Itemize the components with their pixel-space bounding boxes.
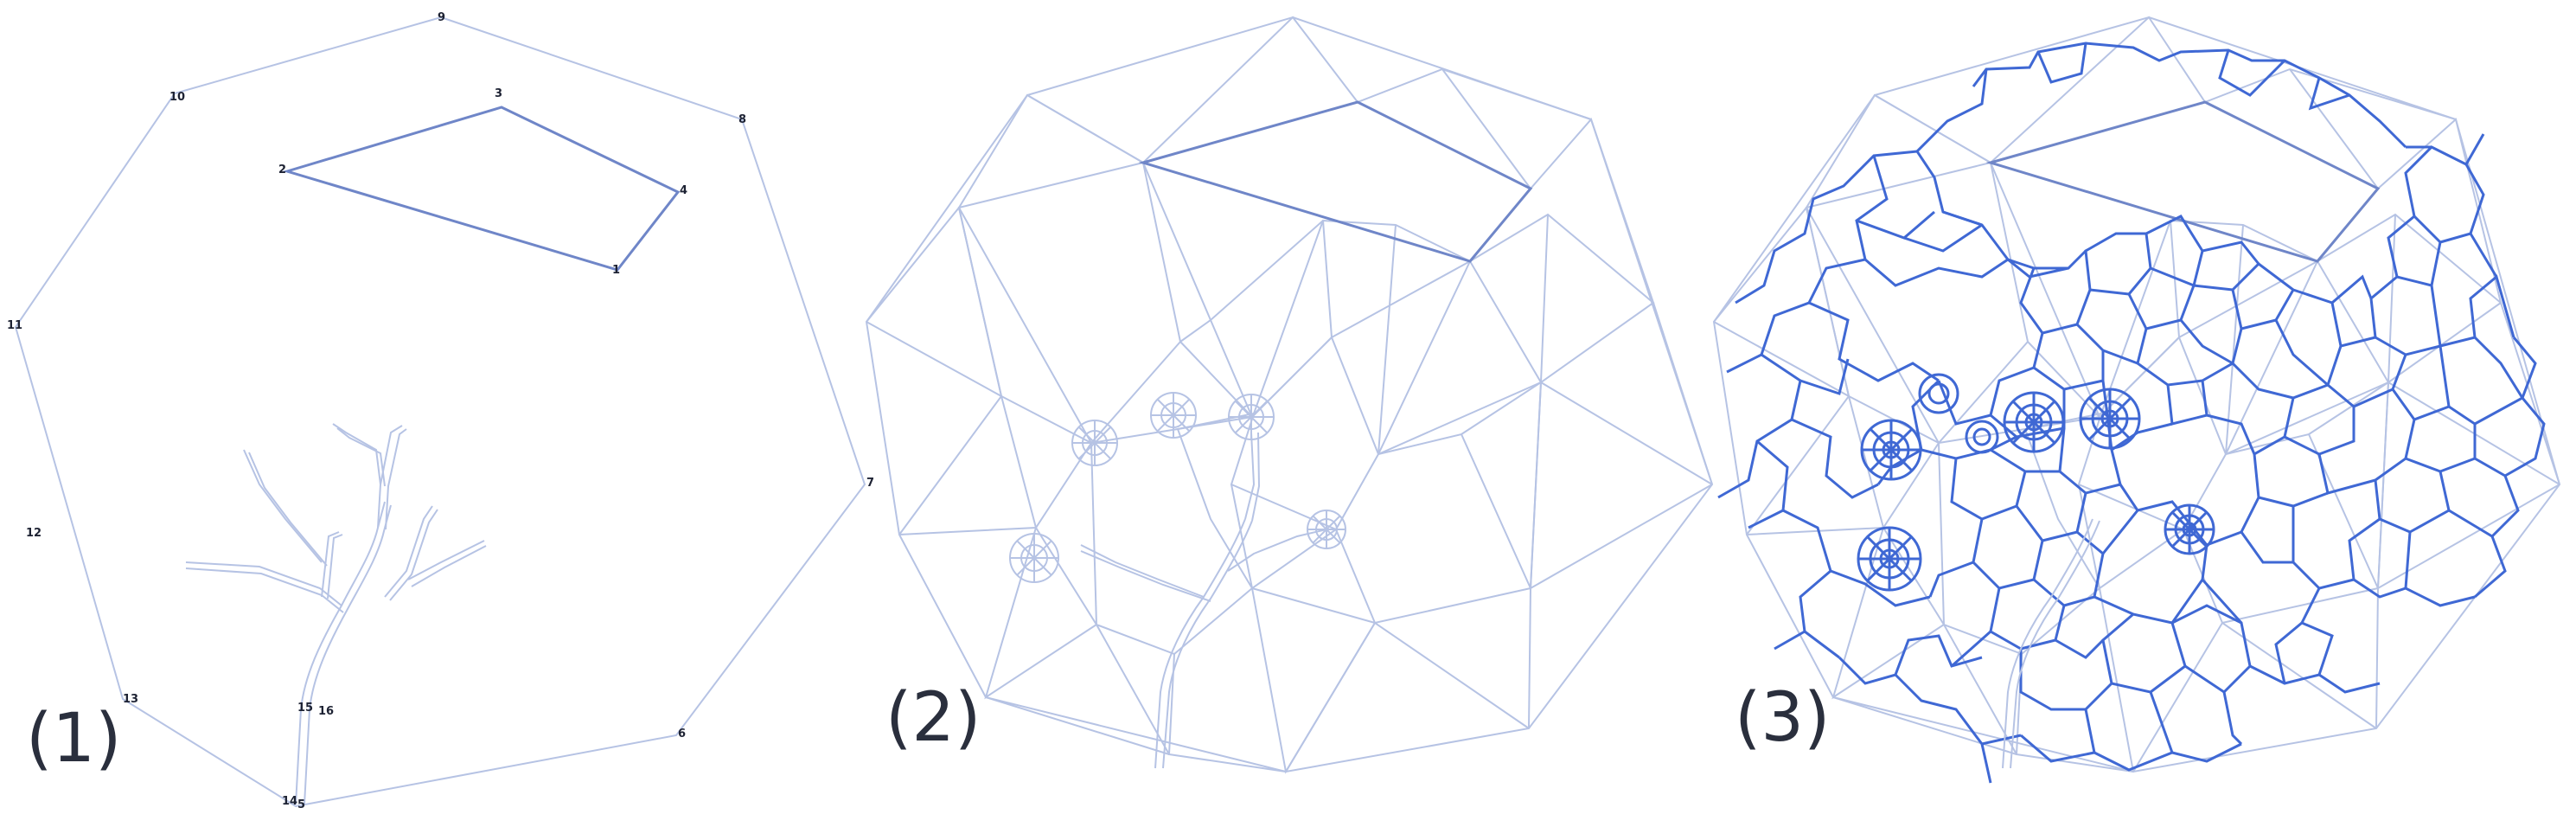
mesh-edges — [866, 16, 1713, 774]
tree-hole-edges — [2002, 518, 2100, 769]
tree-hole-edges — [1080, 432, 1327, 769]
vertex-label-14: 14 — [282, 795, 297, 808]
vertex-label-11: 11 — [7, 319, 22, 332]
vertex-label-5: 5 — [297, 798, 305, 811]
inner-hole-boundary — [282, 106, 681, 272]
hole-boundary-edges — [1985, 100, 2381, 263]
vertex-label-9: 9 — [438, 11, 445, 24]
hole-boundary-edges — [1138, 100, 1533, 263]
vertex-label-8: 8 — [738, 113, 746, 126]
panel-label-3: (3) — [1735, 679, 1831, 757]
panel-2-triangulation: (2) — [865, 16, 1714, 774]
vertex-label-3: 3 — [495, 87, 502, 100]
panel-label-2: (2) — [885, 679, 981, 757]
vertex-label-15: 15 — [297, 702, 313, 715]
vertex-label-13: 13 — [123, 693, 138, 706]
panel-1-input-polygon: 1 2 3 4 5 6 7 8 9 10 11 12 13 14 15 16 (… — [7, 11, 874, 811]
panel-label-1: (1) — [26, 700, 122, 778]
vertex-label-1: 1 — [612, 264, 620, 277]
outer-hull-edges — [865, 16, 1714, 773]
vertex-label-7: 7 — [866, 477, 874, 490]
vertex-label-2: 2 — [278, 163, 286, 176]
vertex-label-16: 16 — [318, 705, 334, 718]
tree-shaped-hole — [185, 423, 487, 805]
outer-hull-edges — [1712, 16, 2561, 773]
refined-clusters — [1009, 392, 1346, 583]
dense-clusters — [1857, 373, 2215, 592]
vertex-label-4: 4 — [680, 184, 687, 197]
outer-boundary — [14, 16, 866, 808]
vertex-label-6: 6 — [678, 728, 686, 740]
vertex-label-12: 12 — [26, 527, 42, 540]
vertex-label-10: 10 — [169, 91, 185, 104]
dual-polygon-edges — [1717, 42, 2546, 784]
panel-3-dual-mesh: (3) — [1712, 16, 2561, 784]
